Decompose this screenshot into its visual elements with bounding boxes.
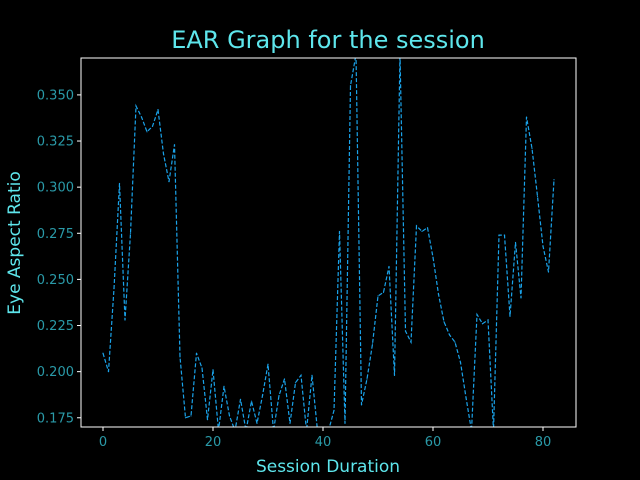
ear-data-point (487, 319, 489, 321)
ear-data-point (118, 182, 121, 185)
ear-data-point (201, 367, 203, 369)
y-tick-label: 0.275 (37, 227, 74, 242)
x-tick-label: 40 (315, 435, 332, 450)
ear-data-point (465, 396, 467, 399)
ear-data-point (426, 227, 429, 229)
chart-title: EAR Graph for the session (171, 26, 485, 54)
y-tick-label: 0.200 (37, 365, 74, 380)
ear-data-point (377, 295, 379, 297)
ear-data-point (415, 225, 418, 227)
ear-data-point (256, 422, 258, 424)
ear-data-point (151, 125, 154, 127)
ear-data-point (300, 374, 302, 376)
ear-data-point (146, 131, 148, 133)
ear-data-point (338, 230, 341, 233)
x-tick-label: 0 (99, 435, 107, 450)
ear-data-point (448, 334, 451, 336)
ear-data-point (135, 105, 137, 107)
ear-data-point (366, 378, 368, 380)
x-tick-label: 20 (205, 435, 222, 450)
ear-data-point (454, 341, 456, 343)
ear-data-point (553, 179, 555, 181)
ear-data-point (514, 241, 517, 244)
ear-data-point (509, 315, 511, 317)
y-tick-label: 0.175 (37, 411, 74, 426)
ear-data-point (388, 265, 390, 268)
ear-data-point (173, 144, 176, 146)
ear-data-point (102, 352, 104, 354)
ear-data-point (107, 371, 110, 373)
ear-data-point (129, 232, 132, 234)
ear-data-point (344, 422, 346, 424)
ear-data-point (278, 395, 280, 397)
ear-data-point (113, 288, 115, 290)
ear-data-point (531, 147, 533, 150)
ear-data-point (294, 382, 297, 384)
ear-data-point (124, 319, 126, 321)
y-tick-label: 0.250 (37, 273, 74, 288)
y-tick-label: 0.350 (37, 88, 74, 103)
ear-data-point (261, 395, 264, 397)
x-tick-label: 60 (425, 435, 442, 450)
y-tick-label: 0.300 (37, 181, 74, 196)
x-tick-label: 80 (535, 435, 552, 450)
ear-data-point (179, 356, 181, 358)
ear-data-point (195, 352, 198, 354)
ear-data-point (140, 116, 143, 118)
ear-data-point (404, 330, 407, 332)
ear-data-point (525, 116, 528, 118)
ear-data-point (228, 415, 231, 417)
ear-data-point (289, 422, 291, 424)
y-axis-label: Eye Aspect Ratio (5, 171, 25, 314)
y-tick-label: 0.225 (37, 319, 74, 334)
ear-data-point (503, 234, 506, 236)
ear-data-point (360, 404, 363, 406)
ear-data-point (410, 341, 412, 343)
ear-data-point (206, 419, 209, 421)
ear-data-point (547, 271, 550, 273)
ear-data-point (223, 385, 225, 388)
ear-data-point (437, 293, 440, 295)
x-axis-label: Session Duration (256, 457, 400, 477)
ear-series-points (102, 85, 555, 424)
ear-data-point (542, 245, 544, 247)
ear-data-point (239, 398, 242, 400)
ear-data-point (349, 85, 352, 87)
ear-data-point (283, 378, 286, 380)
ear-data-point (333, 409, 335, 411)
ear-data-point (476, 313, 478, 316)
ear-data-point (311, 374, 313, 376)
ear-data-point (520, 297, 522, 299)
ear-data-point (443, 321, 445, 323)
ear-data-point (267, 363, 269, 365)
ear-data-point (184, 417, 187, 419)
ear-data-point (168, 181, 170, 183)
axis-ticks: 0 20 40 60 80 0.175 0.200 0.225 0.250 0.275 0.300 0… (37, 88, 551, 450)
ear-data-point (393, 374, 396, 376)
ear-data-point (536, 195, 539, 197)
ear-data-point (190, 415, 192, 417)
ear-data-point (371, 343, 374, 345)
ear-data-point (157, 109, 159, 111)
ear-data-point (382, 291, 385, 293)
ear-data-point (421, 230, 423, 233)
ear-data-point (212, 369, 214, 371)
ear-data-point (162, 153, 165, 155)
ear-data-point (481, 323, 484, 325)
ear-data-point (498, 234, 500, 236)
y-tick-label: 0.325 (37, 135, 74, 150)
ear-data-point (250, 400, 253, 402)
ear-data-point (432, 256, 434, 258)
ear-data-point (459, 361, 462, 364)
plot-frame (80, 57, 577, 428)
